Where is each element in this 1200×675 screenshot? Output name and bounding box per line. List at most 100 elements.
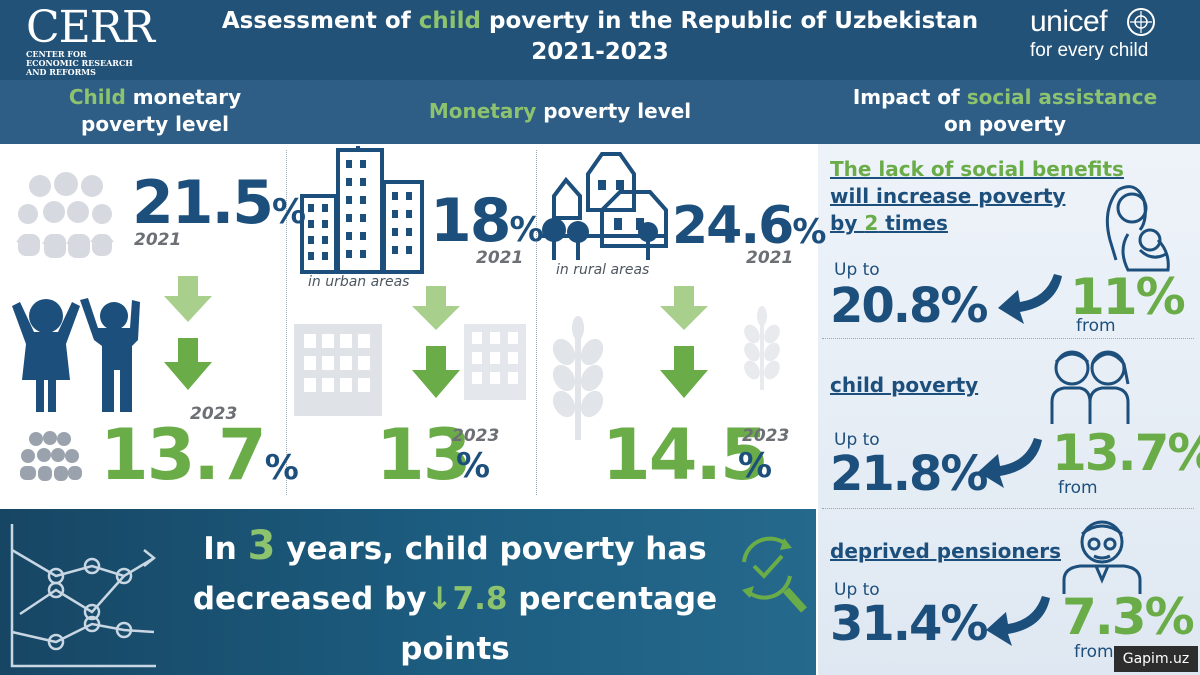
children-icon [12, 298, 140, 412]
village-houses-icon [542, 152, 668, 260]
summary-decrease: 7.8 [452, 581, 508, 617]
col-child-rest: monetary [125, 85, 242, 109]
summary-line2-post: percentage [507, 581, 718, 617]
mother-child-icon [1105, 185, 1170, 272]
col-monetary-rest: poverty level [536, 99, 692, 123]
cerr-logo: CERR CENTER FOR ECONOMIC RESEARCH AND RE… [26, 2, 155, 77]
column-header-impact: Impact of social assistance on poverty [820, 84, 1190, 138]
lack-from-label: from [1076, 316, 1116, 336]
lack-line1: The lack of social benefits [830, 157, 1124, 181]
lack-upto-label: Up to [834, 260, 880, 280]
summary-text: In 3 years, child poverty has decreased … [150, 521, 760, 674]
title-years: 2021-2023 [531, 39, 669, 65]
wheat-icon [744, 306, 780, 390]
unicef-logo: unicef for every child [1030, 4, 1155, 62]
urban-unit-2021: % [509, 210, 544, 250]
summary-line3: points [400, 631, 510, 667]
people-group-icon [16, 172, 114, 258]
down-arrow-icon [412, 286, 460, 398]
lack-upto-value: 20.8% [830, 278, 989, 334]
col-child-highlight: Child [68, 85, 126, 109]
divider [536, 150, 537, 495]
col-impact-highlight: social assistance [966, 85, 1158, 109]
lack-line3-post: times [878, 211, 948, 235]
child-value-2021: 21.5% [132, 168, 306, 238]
child-value-2023-number: 13.7 [100, 414, 267, 496]
unicef-logo-name: unicef [1030, 5, 1108, 38]
header [0, 0, 1200, 80]
pensioners-from-label: from [1074, 642, 1114, 662]
urban-unit-2023: % [456, 446, 491, 486]
lack-heading: The lack of social benefits will increas… [830, 156, 1124, 237]
right-panel [818, 144, 1200, 675]
col-impact-pre: Impact of [852, 85, 967, 109]
cerr-logo-subtitle: CENTER FOR ECONOMIC RESEARCH AND REFORMS [26, 49, 133, 77]
pensioners-from-value: 7.3% [1062, 588, 1195, 646]
down-arrow-icon [660, 286, 708, 398]
title-post: poverty in the Republic of Uzbekistan [481, 8, 979, 34]
curved-arrow-icon [978, 438, 1042, 488]
child-from-label: from [1058, 478, 1098, 498]
lack-line3-pre: by [830, 211, 865, 235]
curved-arrow-icon [986, 596, 1050, 646]
rural-year-2023: 2023 [742, 426, 790, 446]
rural-value-2021: 24.6% [672, 196, 826, 256]
summary-years: 3 [247, 523, 276, 569]
child-unit-2023: % [264, 448, 299, 488]
rural-value-2021-number: 24.6 [672, 196, 794, 256]
city-buildings-icon [300, 146, 424, 274]
line-chart-icon [10, 524, 157, 668]
lack-multiplier: 2 [864, 211, 879, 235]
rural-label: in rural areas [556, 262, 650, 278]
summary-panel [0, 509, 816, 675]
urban-value-2023: 13 [376, 414, 471, 496]
divider [822, 338, 1194, 339]
pensioners-heading: deprived pensioners [830, 539, 1061, 563]
summary-down-arrow: ↓ [426, 581, 453, 617]
column-header-monetary: Monetary poverty level [380, 98, 740, 125]
child-value-2021-number: 21.5 [132, 168, 274, 238]
column-header-child: Child monetary poverty level [40, 84, 270, 138]
lack-line2: will increase poverty [830, 184, 1066, 208]
urban-value-2021-number: 18 [430, 186, 511, 256]
col-impact-line2: on poverty [943, 112, 1067, 136]
apartment-building-icon [464, 324, 526, 400]
col-child-line2: poverty level [81, 112, 229, 136]
child-year-2023: 2023 [190, 404, 238, 424]
apartment-building-icon [294, 324, 382, 416]
divider [286, 150, 287, 495]
refresh-check-icon [742, 536, 807, 613]
child-from-value: 13.7% [1052, 424, 1200, 482]
summary-line1-post: years, child poverty has [275, 531, 707, 567]
child-value-2023: 13.7% [100, 414, 299, 496]
cerr-logo-name: CERR [26, 2, 155, 53]
curved-arrow-icon [998, 274, 1062, 324]
divider [822, 508, 1194, 509]
summary-line1-pre: In [203, 531, 248, 567]
child-year-2021: 2021 [134, 230, 182, 250]
pensioners-upto-label: Up to [834, 580, 880, 600]
column-header-band [0, 80, 1200, 144]
col-monetary-highlight: Monetary [428, 99, 537, 123]
page-title: Assessment of child poverty in the Repub… [190, 6, 1010, 68]
summary-line2-pre: decreased by [192, 581, 427, 617]
title-highlight: child [418, 8, 481, 34]
urban-label: in urban areas [308, 274, 410, 290]
people-group-small-icon [20, 431, 82, 481]
urban-year-2021: 2021 [476, 248, 524, 268]
pensioner-icon [1062, 520, 1142, 594]
kids-icon [1050, 350, 1130, 424]
unicef-tagline: for every child [1030, 40, 1149, 61]
watermark: Gapim.uz [1114, 646, 1198, 672]
rural-value-2023: 14.5 [602, 414, 769, 496]
child-upto-value: 21.8% [830, 446, 989, 502]
unicef-globe-icon [1127, 8, 1155, 36]
title-pre: Assessment of [221, 8, 419, 34]
lack-from-value: 11% [1070, 268, 1186, 326]
rural-year-2021: 2021 [746, 248, 794, 268]
child-poverty-heading: child poverty [830, 373, 979, 397]
child-upto-label: Up to [834, 430, 880, 450]
pensioners-upto-value: 31.4% [830, 596, 989, 652]
rural-unit-2023: % [738, 446, 773, 486]
urban-year-2023: 2023 [452, 426, 500, 446]
